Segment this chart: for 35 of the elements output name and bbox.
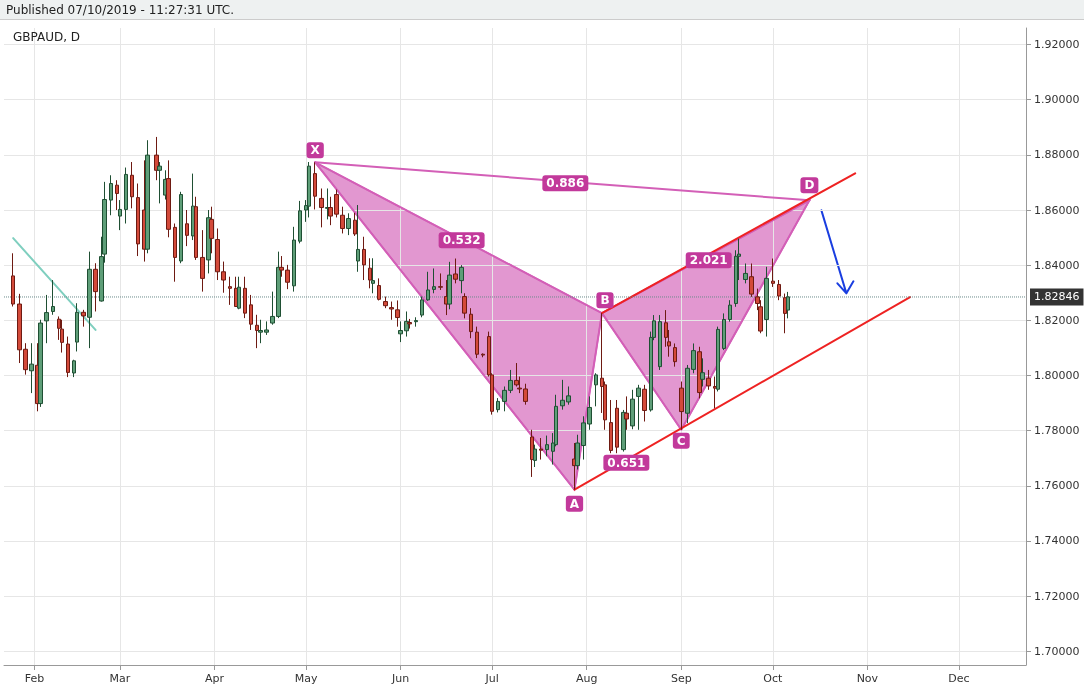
annotation: B: [600, 293, 610, 308]
text: Published 07/10/2019 - 11:27:31 UTC.: [6, 3, 235, 17]
x-tick-label: Jul: [484, 672, 499, 685]
y-tick-label: 1.72000: [1034, 589, 1080, 603]
x-tick-label: Nov: [856, 672, 879, 685]
y-tick-label: 1.92000: [1034, 38, 1080, 52]
y-tick-label: 1.82000: [1034, 313, 1080, 327]
x-tick-label: Feb: [24, 672, 45, 685]
annotation: X: [310, 143, 321, 158]
annotation: D: [804, 178, 815, 193]
y-tick-label: 1.78000: [1034, 424, 1080, 438]
y-tick-label: 1.88000: [1034, 148, 1080, 162]
x-tick-label: Oct: [763, 672, 783, 685]
y-tick-label: 1.80000: [1034, 368, 1080, 382]
annotation: 0.532: [442, 233, 481, 248]
y-tick-label: 1.74000: [1034, 534, 1080, 548]
x-tick-label: Apr: [204, 672, 225, 685]
x-tick-label: May: [294, 672, 318, 685]
annotation: A: [569, 496, 580, 511]
x-tick-label: Sep: [670, 672, 692, 685]
annotation: 0.651: [607, 455, 646, 470]
y-tick-label: 1.90000: [1034, 93, 1080, 107]
annotation: 2.021: [689, 253, 728, 268]
x-tick-label: Mar: [109, 672, 131, 685]
y-tick-label: 1.70000: [1034, 644, 1080, 658]
y-tick-label: 1.86000: [1034, 203, 1080, 217]
x-tick-label: Jun: [391, 672, 410, 685]
ref-line-label: 1.82846: [1034, 290, 1080, 304]
x-tick-label: Dec: [948, 672, 970, 685]
y-tick-label: 1.76000: [1034, 479, 1080, 493]
annotation: C: [676, 433, 686, 448]
chart-title: GBPAUD, D: [13, 30, 81, 44]
x-tick-label: Aug: [575, 672, 598, 685]
annotation: 0.886: [546, 176, 585, 191]
y-tick-label: 1.84000: [1034, 258, 1080, 272]
